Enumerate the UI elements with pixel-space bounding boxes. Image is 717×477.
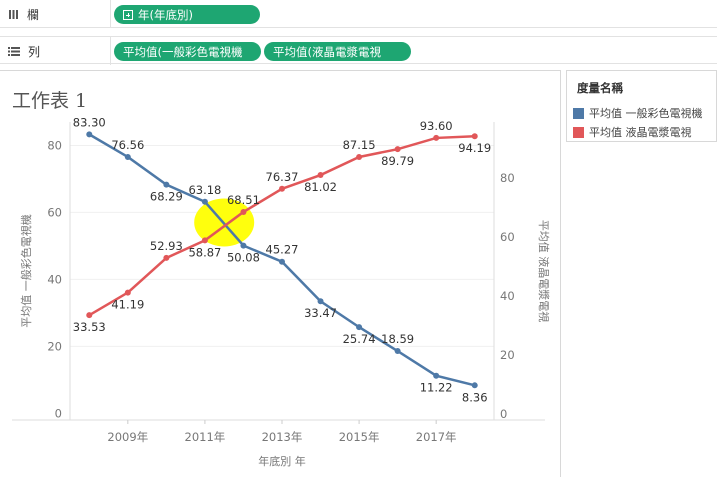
data-point bbox=[317, 298, 324, 305]
line-chart: 0 20 40 60 80 0 20 40 60 80 2009年 2011年 2013年 2015年 20… bbox=[12, 115, 551, 468]
data-point bbox=[86, 131, 93, 138]
expand-plus-icon[interactable] bbox=[123, 9, 133, 20]
data-label: 68.29 bbox=[150, 190, 183, 204]
data-point bbox=[163, 181, 170, 188]
left-axis-title: 平均值 一般彩色電視機 bbox=[19, 214, 33, 328]
right-tick-label: 60 bbox=[500, 230, 515, 244]
row-pill-label-2: 平均值(液晶電漿電視 bbox=[273, 44, 381, 59]
right-axis-title: 平均值 液晶電漿電視 bbox=[537, 220, 551, 323]
right-tick-label: 80 bbox=[500, 171, 515, 185]
right-tick-label: 0 bbox=[500, 407, 507, 421]
legend: 度量名稱 平均值 一般彩色電視機 平均值 液晶電漿電視 bbox=[566, 70, 717, 142]
row-pill-color-tv[interactable]: 平均值(一般彩色電視機 bbox=[114, 42, 261, 61]
data-point bbox=[356, 153, 363, 160]
data-point bbox=[471, 382, 478, 389]
columns-shelf-label: 欄 bbox=[0, 0, 111, 28]
data-point bbox=[433, 134, 440, 141]
data-label: 45.27 bbox=[266, 243, 299, 257]
data-label: 87.15 bbox=[343, 138, 376, 152]
data-label: 50.08 bbox=[227, 251, 260, 265]
data-label: 76.37 bbox=[266, 170, 299, 184]
left-tick-label: 40 bbox=[47, 272, 62, 286]
data-point bbox=[124, 289, 131, 296]
data-point bbox=[240, 208, 247, 215]
x-tick-label: 2011年 bbox=[185, 430, 226, 444]
data-point bbox=[201, 237, 208, 244]
data-label: 41.19 bbox=[111, 298, 144, 312]
chart-axes: 0 20 40 60 80 0 20 40 60 80 2009年 2011年 2013年 2015年 20… bbox=[12, 122, 545, 444]
data-point bbox=[279, 185, 285, 192]
rows-icon bbox=[8, 47, 20, 56]
columns-label-text: 欄 bbox=[27, 7, 40, 22]
right-tick-label: 20 bbox=[500, 348, 515, 362]
columns-icon bbox=[9, 9, 18, 19]
row-pill-label-1: 平均值(一般彩色電視機 bbox=[123, 44, 243, 59]
rows-shelf: 列 平均值(一般彩色電視機 平均值(液晶電漿電視 bbox=[0, 36, 717, 65]
x-tick-label: 2017年 bbox=[416, 430, 457, 444]
data-point bbox=[201, 198, 208, 205]
x-tick-label: 2015年 bbox=[339, 430, 380, 444]
row-pill-lcd-tv[interactable]: 平均值(液晶電漿電視 bbox=[264, 42, 411, 61]
column-pill-label: 年(年底別) bbox=[138, 7, 193, 22]
columns-shelf: 欄 年(年底別) bbox=[0, 0, 717, 28]
data-label: 81.02 bbox=[304, 180, 337, 194]
legend-item-lcd-tv[interactable]: 平均值 液晶電漿電視 bbox=[573, 124, 692, 140]
legend-item-label: 平均值 液晶電漿電視 bbox=[589, 126, 692, 139]
x-tick-label: 2009年 bbox=[107, 430, 148, 444]
data-label: 33.53 bbox=[73, 320, 106, 334]
data-label: 93.60 bbox=[420, 119, 453, 133]
data-point bbox=[394, 146, 401, 153]
legend-title: 度量名稱 bbox=[577, 81, 623, 95]
legend-swatch bbox=[573, 107, 584, 119]
data-label: 8.36 bbox=[462, 390, 488, 404]
legend-item-label: 平均值 一般彩色電視機 bbox=[589, 107, 703, 120]
rows-shelf-label: 列 bbox=[0, 37, 111, 65]
left-tick-label: 20 bbox=[47, 339, 62, 353]
data-label: 68.51 bbox=[227, 193, 260, 207]
legend-item-color-tv[interactable]: 平均值 一般彩色電視機 bbox=[573, 105, 703, 121]
data-label: 83.30 bbox=[73, 115, 106, 129]
chart-series bbox=[86, 131, 478, 389]
legend-swatch bbox=[573, 126, 584, 138]
data-label: 94.19 bbox=[458, 141, 491, 155]
data-point bbox=[356, 324, 363, 331]
data-label: 25.74 bbox=[343, 332, 376, 346]
data-point bbox=[279, 258, 285, 265]
data-label: 33.47 bbox=[304, 306, 337, 320]
x-axis-title: 年底別 年 bbox=[258, 454, 306, 468]
right-tick-label: 40 bbox=[500, 289, 515, 303]
data-label: 52.93 bbox=[150, 239, 183, 253]
data-label: 58.87 bbox=[188, 245, 221, 259]
data-label: 89.79 bbox=[381, 154, 414, 168]
data-label: 63.18 bbox=[188, 183, 221, 197]
data-label: 18.59 bbox=[381, 332, 414, 346]
data-point bbox=[317, 172, 324, 179]
data-point bbox=[124, 153, 131, 160]
left-tick-label: 80 bbox=[47, 138, 62, 152]
data-point bbox=[240, 242, 247, 249]
chart-data-labels: 83.30 76.56 68.29 63.18 50.08 45.27 33.47 25.74… bbox=[73, 115, 491, 404]
rows-label-text: 列 bbox=[28, 44, 41, 59]
series-line-2 bbox=[88, 134, 475, 317]
column-pill-year[interactable]: 年(年底別) bbox=[114, 5, 260, 24]
sheet-title: 工作表 1 bbox=[12, 90, 88, 112]
data-point bbox=[433, 372, 440, 379]
data-point bbox=[394, 348, 401, 355]
data-point bbox=[471, 133, 478, 140]
data-point bbox=[163, 254, 170, 261]
data-label: 76.56 bbox=[111, 138, 144, 152]
x-tick-label: 2013年 bbox=[262, 430, 303, 444]
data-label: 11.22 bbox=[420, 381, 453, 395]
data-point bbox=[86, 312, 93, 319]
worksheet: 工作表 1 bbox=[0, 70, 561, 477]
left-tick-label: 60 bbox=[47, 205, 62, 219]
left-tick-label: 0 bbox=[55, 406, 62, 420]
